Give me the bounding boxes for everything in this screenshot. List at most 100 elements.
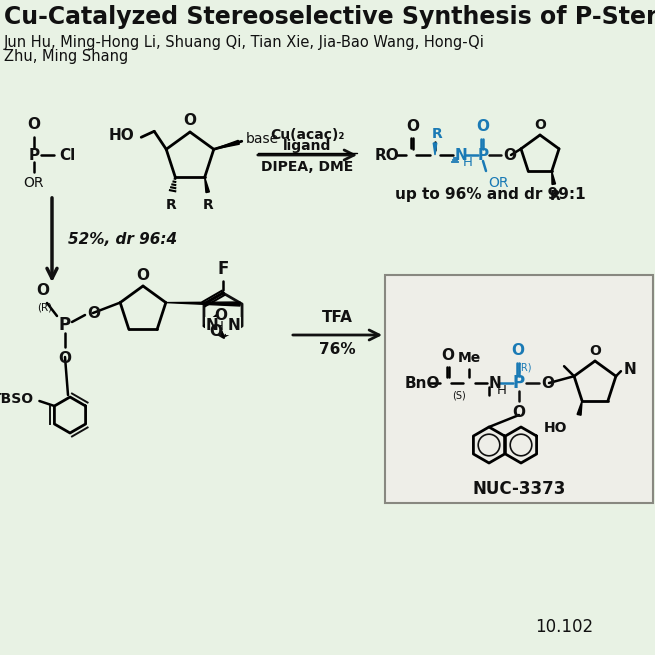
Bar [308,0,330,655]
Text: O: O [87,305,100,320]
Text: H: H [463,155,473,168]
Text: O: O [183,113,196,128]
Text: N: N [624,362,637,377]
Bar [0,545,655,567]
Bar [176,0,198,655]
Bar [0,369,655,391]
Text: O: O [441,348,455,363]
Bar [0,325,655,347]
Bar [0,0,655,17]
Polygon shape [552,171,555,185]
Text: TBSO: TBSO [0,392,35,406]
Bar [352,0,374,655]
Bar [0,633,655,655]
Bar [198,0,220,655]
Polygon shape [205,178,210,193]
Bar [0,611,655,633]
Text: O: O [37,283,50,298]
Text: O: O [534,118,546,132]
Bar [484,0,506,655]
Polygon shape [433,143,437,155]
Text: (R): (R) [37,302,52,312]
Bar [154,0,176,655]
Bar [0,17,655,39]
Text: O: O [136,268,149,283]
Text: H: H [497,384,507,398]
Bar [0,457,655,479]
Bar [572,0,594,655]
Bar [0,303,655,325]
Text: P: P [477,147,489,162]
Bar [0,413,655,435]
Bar [286,0,308,655]
Text: N: N [206,318,219,333]
Text: P: P [28,147,39,162]
Text: O: O [476,119,489,134]
Bar [0,281,655,303]
Bar [550,0,572,655]
Text: F: F [217,260,229,278]
Bar [0,171,655,193]
Bar [0,391,655,413]
Text: 52%, dr 96:4: 52%, dr 96:4 [68,233,177,248]
Text: Cl: Cl [59,147,75,162]
Text: O: O [512,405,525,420]
Bar [0,0,22,655]
Text: Zhu, Ming Shang: Zhu, Ming Shang [4,48,128,64]
Text: 10.102: 10.102 [535,618,593,636]
Bar [330,0,352,655]
Bar [88,0,110,655]
Text: R: R [202,198,213,212]
Text: BnO: BnO [405,375,441,390]
Bar [594,0,616,655]
Bar [132,0,154,655]
Text: P: P [59,316,71,334]
Bar [0,215,655,237]
Text: ligand: ligand [284,139,331,153]
Bar [0,127,655,149]
Bar [0,435,655,457]
Text: O: O [512,343,525,358]
Text: base: base [246,132,279,146]
Bar [638,0,655,655]
Bar [440,0,462,655]
Bar [396,0,418,655]
Bar [264,0,286,655]
Bar [616,0,638,655]
Text: R: R [166,198,177,212]
Bar [0,523,655,545]
Text: R: R [550,189,560,203]
Text: OR: OR [24,176,45,190]
Text: up to 96% and dr 99:1: up to 96% and dr 99:1 [395,187,586,202]
Bar [0,567,655,589]
Text: O: O [407,119,419,134]
Bar [0,259,655,281]
Bar [0,347,655,369]
Bar [22,0,44,655]
Bar [0,589,655,611]
Text: N: N [455,147,468,162]
Bar [385,275,653,503]
Text: O: O [589,344,601,358]
Text: HO: HO [544,421,567,435]
Bar [0,479,655,501]
Text: O: O [503,147,516,162]
Bar [0,83,655,105]
Text: O: O [214,307,227,322]
Bar [110,0,132,655]
Bar [0,61,655,83]
Text: O: O [28,117,41,132]
Bar [242,0,264,655]
Text: N: N [489,375,502,390]
Bar [528,0,550,655]
Bar [0,105,655,127]
Text: OR: OR [488,176,508,190]
Text: P: P [513,374,525,392]
Bar [66,0,88,655]
Text: O: O [541,375,554,390]
Text: DIPEA, DME: DIPEA, DME [261,160,354,174]
Polygon shape [577,401,582,415]
Bar [220,0,242,655]
Text: Cu(acac)₂: Cu(acac)₂ [271,128,345,142]
Bar [462,0,484,655]
